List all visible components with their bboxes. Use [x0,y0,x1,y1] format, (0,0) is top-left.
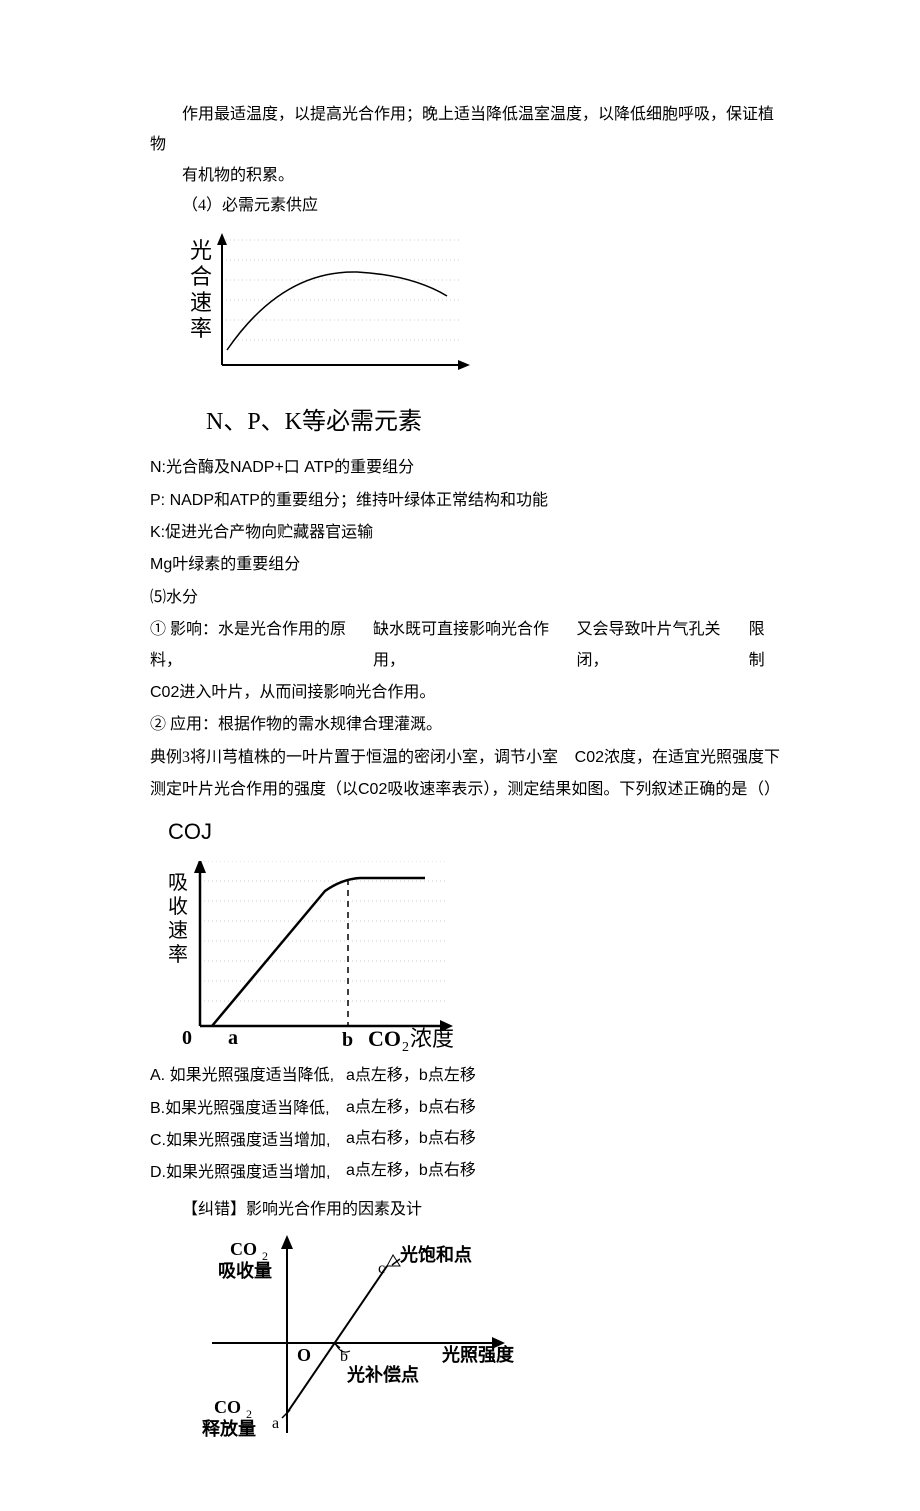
chart3-sat: 光饱和点 [399,1244,472,1265]
example-3-line2: 测定叶片光合作用的强度（以C02吸收速率表示），测定结果如图。下列叙述正确的是 … [150,775,780,805]
shift-1: a点左移，b点左移 [346,1061,476,1091]
intro-line-2: 有机物的积累。 [150,161,780,191]
chart3-c: c [378,1260,385,1277]
svg-text:吸: 吸 [168,872,188,894]
option-c: C.如果光照强度适当增加, [150,1126,334,1156]
svg-text:合: 合 [190,264,212,289]
shift-2: a点左移，b点右移 [346,1093,476,1123]
chart3-comp: 光补偿点 [346,1364,419,1385]
item-4: （4）必需元素供应 [150,191,780,221]
option-a: A. 如果光照强度适当降低, [150,1061,334,1091]
example-3-line1: 典例3将川芎植株的一叶片置于恒温的密闭小室，调节小室 C02浓度，在适宜光照强度… [150,743,780,773]
svg-text:2: 2 [402,1040,409,1051]
shift-4: a点左移，b点右移 [346,1156,476,1186]
chart2-a: a [228,1027,238,1049]
item-5: ⑸水分 [150,583,780,613]
note-n: N:光合酶及NADP+口 ATP的重要组分 [150,453,780,483]
chart-co2: 吸 收 速 率 0 a b CO 2 浓度 [150,861,780,1051]
note-mg: Mg叶绿素的重要组分 [150,550,780,580]
chart1-ylabel: 光 [190,238,212,263]
svg-text:CO: CO [230,1239,257,1259]
chart3-a: a [272,1415,279,1432]
svg-text:速: 速 [190,290,212,315]
chart2-origin: 0 [182,1027,192,1049]
svg-text:CO: CO [214,1397,241,1417]
svg-text:收: 收 [168,895,188,918]
svg-text:率: 率 [168,943,188,966]
chart2-xlabel: CO [368,1026,401,1051]
chart2-b: b [342,1029,353,1051]
correction: 【纠错】影响光合作用的因素及计 [150,1195,780,1225]
svg-text:释放量: 释放量 [202,1418,256,1439]
water-1-line2: C02进入叶片，从而间接影响光合作用。 [150,678,780,708]
svg-text:速: 速 [168,919,188,942]
chart3-xlabel: 光照强度 [441,1344,515,1365]
note-k: K:促进光合产物向贮藏器官运输 [150,518,780,548]
option-b: B.如果光照强度适当降低, [150,1094,334,1124]
note-p: P: NADP和ATP的重要组分；维持叶绿体正常结构和功能 [150,486,780,516]
chart-light: a b c O CO 2 吸收量 CO 2 释放量 光照强度 光饱和点 光补偿点 [182,1233,780,1443]
shift-3: a点右移，b点右移 [346,1124,476,1154]
water-2: ② 应用：根据作物的需水规律合理灌溉。 [150,710,780,740]
water-1: ① 影响：水是光合作用的原料， 缺水既可直接影响光合作用， 又会导致叶片气孔关闭… [150,615,780,676]
chart1-xlabel: N、P、K等必需元素 [206,400,780,446]
chart3-o: O [297,1345,311,1365]
svg-text:浓度: 浓度 [410,1026,454,1051]
intro-line-1: 作用最适温度，以提高光合作用；晚上适当降低温室温度，以降低细胞呼吸，保证植物 [150,100,780,161]
svg-text:率: 率 [190,316,212,341]
svg-text:吸收量: 吸收量 [218,1260,272,1281]
chart-elements: 光 合 速 率 N、P、K等必需元素 [182,230,780,446]
options-block: A. 如果光照强度适当降低, B.如果光照强度适当降低, C.如果光照强度适当增… [150,1059,780,1191]
chart2-top-label: COJ [168,811,780,853]
option-d: D.如果光照强度适当增加, [150,1158,334,1188]
